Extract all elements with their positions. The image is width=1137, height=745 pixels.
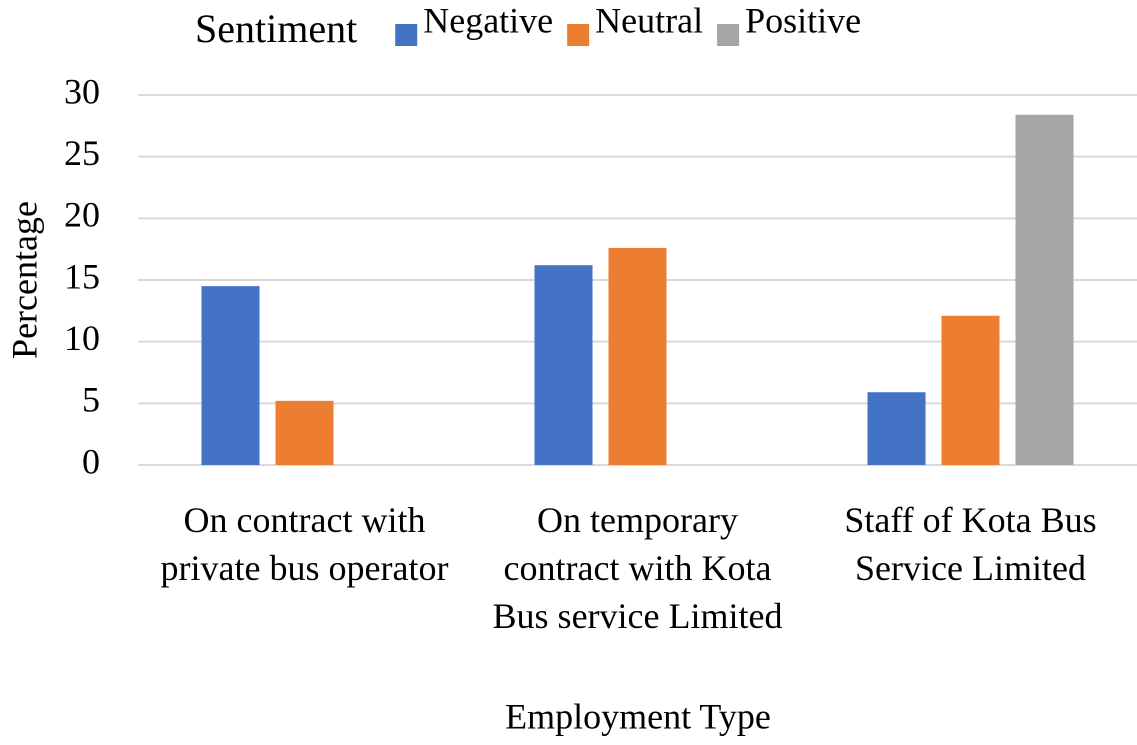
bar [201, 286, 260, 465]
legend-label: Neutral [595, 0, 703, 40]
y-tick-label: 5 [82, 380, 100, 420]
bar [534, 265, 593, 465]
x-tick-label: On temporary contract with Kota Bus serv… [492, 500, 783, 636]
legend-title: Sentiment [195, 6, 357, 51]
y-tick-label: 0 [82, 441, 100, 481]
y-tick-label: 15 [64, 256, 100, 296]
legend-swatch [395, 24, 418, 46]
legend-swatch [567, 24, 590, 46]
y-tick-label: 25 [64, 133, 100, 173]
x-axis-label: Employment Type [505, 696, 771, 736]
bar [941, 315, 1000, 465]
y-tick-label: 30 [64, 71, 100, 111]
legend-swatch [717, 24, 740, 46]
y-tick-label: 20 [64, 195, 100, 235]
legend-label: Positive [745, 0, 861, 40]
bar [275, 400, 334, 465]
y-axis-label: Percentage [4, 201, 44, 359]
bar [608, 247, 667, 465]
bar [867, 392, 926, 465]
bar [1015, 114, 1074, 465]
x-tick-label: On contract with private bus operator [160, 500, 449, 588]
legend-label: Negative [423, 0, 553, 40]
y-tick-label: 10 [64, 318, 100, 358]
x-tick-label: Staff of Kota Bus Service Limited [844, 500, 1097, 588]
